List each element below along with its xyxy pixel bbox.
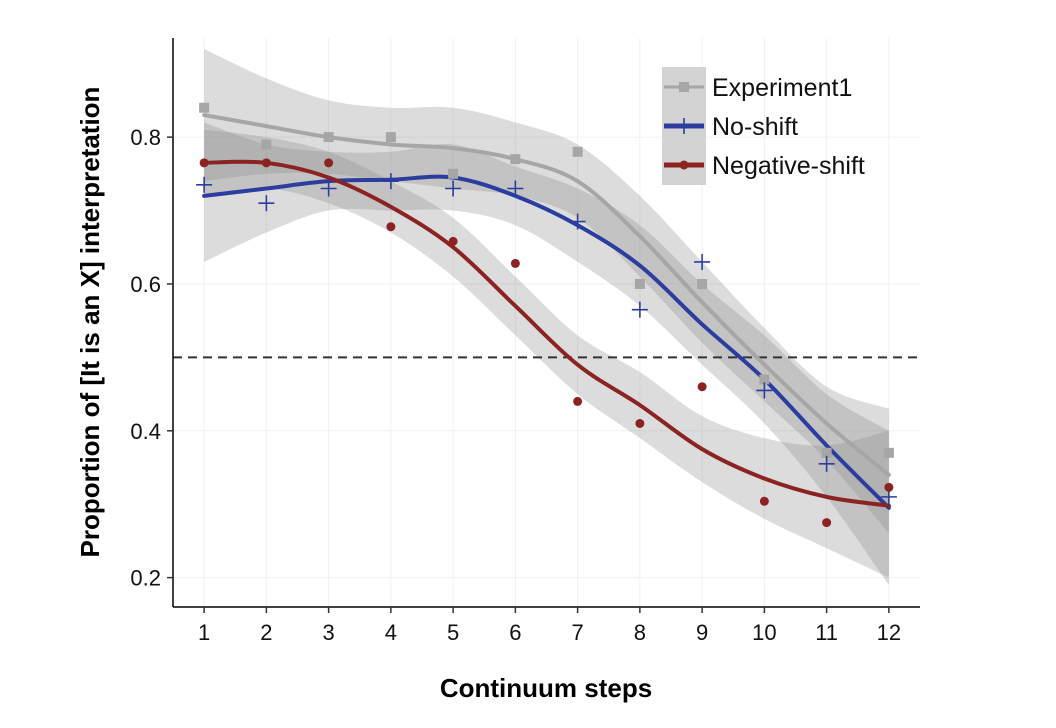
x-tick-label: 6 xyxy=(509,620,521,645)
x-tick-label: 4 xyxy=(385,620,397,645)
data-point-no-shift xyxy=(196,176,213,193)
data-point-experiment1 xyxy=(323,132,334,143)
data-point-experiment1 xyxy=(510,154,521,165)
axes: 1 2 3 4 5 6 7 8 9 10 11 120.20.40.60.8 xyxy=(130,38,920,645)
x-tick-label: 2 xyxy=(260,620,272,645)
x-tick-label: 7 xyxy=(572,620,584,645)
data-point-negative-shift xyxy=(199,158,209,168)
data-point-no-shift xyxy=(258,195,275,212)
data-point-experiment1 xyxy=(572,146,583,157)
legend-marker-no-shift xyxy=(676,118,692,134)
data-point-negative-shift xyxy=(697,382,707,392)
data-point-experiment1 xyxy=(759,374,770,385)
data-point-no-shift xyxy=(631,301,648,318)
x-tick-label: 1 xyxy=(198,620,210,645)
data-point-experiment1 xyxy=(634,278,645,289)
data-point-experiment1 xyxy=(821,447,832,458)
data-point-negative-shift xyxy=(324,158,334,168)
data-point-no-shift xyxy=(445,180,462,197)
x-tick-label: 11 xyxy=(815,620,838,645)
x-tick-label: 8 xyxy=(634,620,646,645)
y-axis-title: Proportion of [It is an X] interpretatio… xyxy=(75,87,105,558)
data-point-experiment1 xyxy=(385,132,396,143)
data-point-negative-shift xyxy=(822,518,832,528)
data-point-negative-shift xyxy=(884,482,894,492)
data-points xyxy=(196,102,897,528)
data-point-no-shift xyxy=(382,173,399,190)
data-point-no-shift xyxy=(507,180,524,197)
x-tick-label: 9 xyxy=(696,620,708,645)
data-point-no-shift xyxy=(756,382,773,399)
x-tick-label: 12 xyxy=(877,620,901,645)
data-point-negative-shift xyxy=(635,418,645,428)
legend-label-negative-shift: Negative-shift xyxy=(712,152,865,180)
data-point-experiment1 xyxy=(448,168,459,179)
data-point-negative-shift xyxy=(448,236,458,246)
data-point-negative-shift xyxy=(510,258,520,268)
y-tick-label: 0.8 xyxy=(130,125,161,150)
y-tick-label: 0.4 xyxy=(130,419,161,444)
data-point-experiment1 xyxy=(697,278,708,289)
x-tick-label: 3 xyxy=(323,620,335,645)
confidence-band-experiment1 xyxy=(204,49,889,534)
y-tick-label: 0.6 xyxy=(130,272,161,297)
grid-lines xyxy=(173,38,920,607)
data-point-no-shift xyxy=(569,213,586,230)
legend-marker-negative-shift xyxy=(679,160,689,170)
data-point-no-shift xyxy=(320,180,337,197)
data-point-experiment1 xyxy=(261,139,272,150)
legend: Experiment1 No-shift Negative-shift xyxy=(662,67,865,185)
data-point-experiment1 xyxy=(199,102,210,113)
data-point-no-shift xyxy=(818,455,835,472)
x-tick-label: 5 xyxy=(447,620,459,645)
data-point-negative-shift xyxy=(261,158,271,168)
data-point-no-shift xyxy=(694,253,711,270)
y-tick-label: 0.2 xyxy=(130,566,161,591)
legend-label-no-shift: No-shift xyxy=(712,113,798,141)
x-axis-title: Continuum steps xyxy=(440,673,652,703)
legend-label-experiment1: Experiment1 xyxy=(712,74,852,102)
data-point-experiment1 xyxy=(883,447,894,458)
confidence-band-negative-shift xyxy=(204,129,889,578)
x-tick-label: 10 xyxy=(752,620,776,645)
smooth-line-negative-shift xyxy=(202,159,891,508)
data-point-negative-shift xyxy=(759,496,769,506)
legend-marker-experiment1 xyxy=(679,82,689,92)
data-point-negative-shift xyxy=(386,222,396,232)
data-point-negative-shift xyxy=(573,396,583,406)
